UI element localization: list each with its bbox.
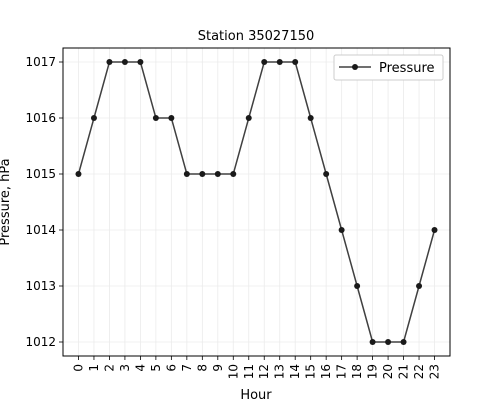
legend-box (333, 54, 444, 81)
data-point (121, 59, 128, 65)
x-tick-label: 10 (226, 364, 240, 379)
x-tick-label: 11 (242, 364, 256, 379)
data-point (292, 59, 299, 65)
data-point (168, 115, 175, 121)
x-tick-label: 0 (71, 364, 85, 372)
data-point (230, 171, 237, 177)
x-tick-label: 4 (133, 364, 147, 372)
y-tick-label: 1014 (25, 223, 56, 237)
x-tick-label: 19 (366, 364, 380, 379)
plot-frame (62, 47, 451, 357)
x-axis-label: Hour (240, 388, 272, 400)
data-point (214, 171, 221, 177)
data-point (152, 115, 159, 121)
grid-lines (63, 48, 450, 356)
data-point (199, 171, 206, 177)
x-tick-label: 5 (149, 364, 163, 372)
data-point (385, 339, 392, 345)
y-tick-label: 1015 (25, 167, 56, 181)
x-tick-label: 16 (319, 364, 333, 379)
x-tick-label: 2 (102, 364, 116, 372)
data-point (354, 283, 361, 289)
x-axis: 0 1 2 3 4 5 6 7 8 9 10 11 12 13 14 15 16 17 18 19 20 21 22 23 (71, 356, 442, 379)
x-tick-label: 18 (350, 364, 364, 379)
y-axis: 1012 1013 1014 1015 1016 1017 (25, 55, 63, 349)
data-point (137, 59, 144, 65)
data-point (90, 115, 97, 121)
data-point (416, 283, 423, 289)
data-point (245, 115, 252, 121)
x-tick-label: 21 (397, 364, 411, 379)
legend-marker-sample (352, 64, 358, 70)
x-tick-label: 3 (118, 364, 132, 372)
y-tick-label: 1016 (25, 111, 56, 125)
x-tick-label: 17 (335, 364, 349, 379)
x-tick-label: 14 (288, 364, 302, 379)
x-tick-label: 9 (211, 364, 225, 372)
x-tick-label: 20 (381, 364, 395, 379)
y-tick-label: 1013 (25, 279, 56, 293)
data-point (431, 227, 438, 233)
data-point (323, 171, 330, 177)
data-point (261, 59, 268, 65)
series-line (77, 61, 436, 343)
x-tick-label: 1 (87, 364, 101, 372)
data-point (106, 59, 113, 65)
y-tick-label: 1012 (25, 335, 56, 349)
data-point (338, 227, 345, 233)
x-tick-label: 13 (273, 364, 287, 379)
x-tick-label: 23 (428, 364, 442, 379)
x-tick-label: 12 (257, 364, 271, 379)
x-tick-label: 6 (164, 364, 178, 372)
legend-label-pressure: Pressure (379, 61, 435, 76)
x-tick-label: 8 (195, 364, 209, 372)
x-tick-label: 15 (304, 364, 318, 379)
x-tick-label: 22 (412, 364, 426, 379)
data-point (400, 339, 407, 345)
x-tick-label: 7 (180, 364, 194, 372)
data-point (183, 171, 190, 177)
data-point (369, 339, 376, 345)
data-point (307, 115, 314, 121)
series-pressure (75, 59, 438, 345)
chart-title: Station 35027150 (198, 29, 315, 44)
data-point (276, 59, 283, 65)
y-axis-label: Pressure, hPa (0, 158, 13, 245)
y-tick-label: 1017 (25, 55, 56, 69)
data-point (75, 171, 82, 177)
legend: Pressure (333, 54, 444, 81)
